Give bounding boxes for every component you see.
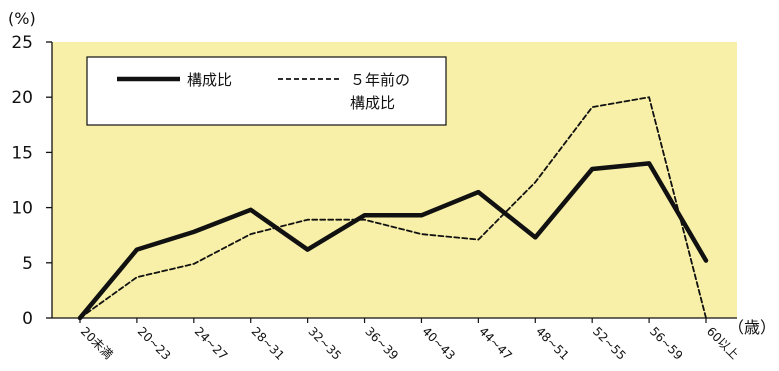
x-tick-label: 40~43 (419, 324, 458, 363)
y-tick-label: 20 (11, 88, 33, 108)
x-tick-label: 24~27 (192, 324, 231, 363)
x-tick-label: 36~39 (362, 324, 401, 363)
legend-label: 構成比 (350, 94, 395, 112)
y-tick-label: 25 (11, 33, 33, 53)
x-tick-label: 20未満 (78, 324, 116, 362)
x-tick-label: 44~47 (476, 324, 515, 363)
y-axis-unit-label: (%) (8, 9, 36, 28)
x-tick-label: 32~35 (306, 324, 345, 363)
y-tick-label: 15 (11, 143, 33, 163)
x-tick-label: 56~59 (647, 324, 686, 363)
legend-box (87, 57, 446, 125)
x-axis-unit-label: （歳） (728, 318, 776, 337)
x-tick-label: 52~55 (590, 324, 629, 363)
y-tick-label: 10 (11, 199, 33, 219)
x-axis-ticks: 20未満 20~23 24~27 28~31 32~35 36~39 40~43 44~47 4… (78, 318, 742, 363)
legend-label: ５年前の (350, 71, 410, 89)
y-tick-label: 5 (22, 254, 33, 274)
x-tick-label: 20~23 (135, 324, 174, 363)
x-tick-label: 28~31 (249, 324, 288, 363)
y-tick-label: 0 (22, 309, 33, 329)
legend-label: 構成比 (187, 71, 232, 89)
y-axis-ticks: 0 5 10 15 20 25 (11, 33, 52, 329)
x-tick-label: 48~51 (533, 324, 572, 363)
